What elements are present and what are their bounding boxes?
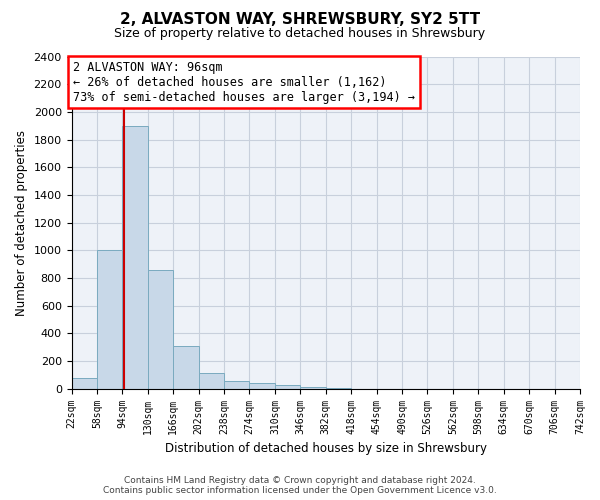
X-axis label: Distribution of detached houses by size in Shrewsbury: Distribution of detached houses by size … bbox=[165, 442, 487, 455]
Y-axis label: Number of detached properties: Number of detached properties bbox=[15, 130, 28, 316]
Text: 2 ALVASTON WAY: 96sqm
← 26% of detached houses are smaller (1,162)
73% of semi-d: 2 ALVASTON WAY: 96sqm ← 26% of detached … bbox=[73, 60, 415, 104]
Text: Size of property relative to detached houses in Shrewsbury: Size of property relative to detached ho… bbox=[115, 28, 485, 40]
Bar bbox=[275, 385, 301, 388]
Bar bbox=[71, 378, 97, 388]
Bar bbox=[173, 346, 199, 389]
Text: Contains HM Land Registry data © Crown copyright and database right 2024.
Contai: Contains HM Land Registry data © Crown c… bbox=[103, 476, 497, 495]
Bar bbox=[301, 386, 326, 388]
Bar bbox=[122, 126, 148, 388]
Bar bbox=[199, 373, 224, 388]
Bar bbox=[250, 383, 275, 388]
Text: 2, ALVASTON WAY, SHREWSBURY, SY2 5TT: 2, ALVASTON WAY, SHREWSBURY, SY2 5TT bbox=[120, 12, 480, 28]
Bar bbox=[148, 270, 173, 388]
Bar bbox=[224, 381, 250, 388]
Bar bbox=[97, 250, 122, 388]
